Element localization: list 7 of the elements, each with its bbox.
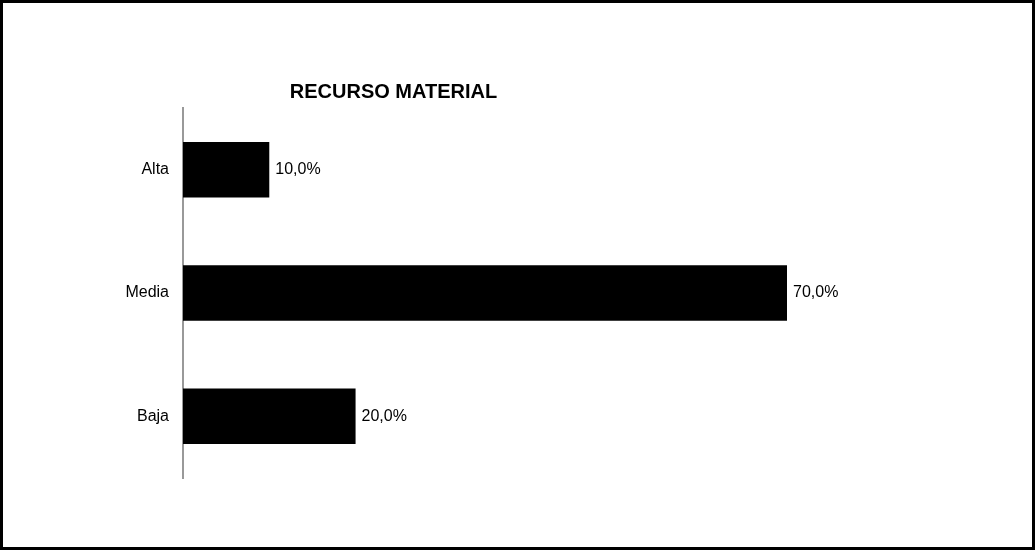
data-label: 10,0% bbox=[275, 160, 321, 178]
y-tick-label: Alta bbox=[141, 160, 170, 178]
y-tick-label: Baja bbox=[136, 406, 170, 424]
y-tick-label: Media bbox=[125, 283, 170, 301]
data-label: 70,0% bbox=[793, 283, 839, 301]
chart-title: RECURSO MATERIAL bbox=[289, 79, 498, 102]
data-label: 20,0% bbox=[361, 406, 407, 424]
